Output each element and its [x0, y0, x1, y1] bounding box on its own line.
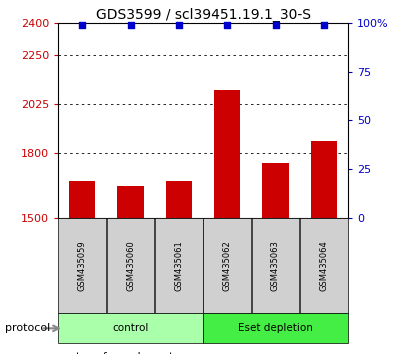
- Bar: [262, 162, 289, 218]
- Point: [176, 22, 182, 28]
- Point: [224, 22, 230, 28]
- Bar: [310, 141, 337, 218]
- Text: protocol: protocol: [5, 323, 50, 333]
- Title: GDS3599 / scl39451.19.1_30-S: GDS3599 / scl39451.19.1_30-S: [96, 8, 310, 22]
- Text: Eset depletion: Eset depletion: [238, 323, 313, 333]
- Text: control: control: [112, 323, 149, 333]
- Text: GSM435064: GSM435064: [319, 240, 328, 291]
- Bar: [204, 313, 348, 343]
- Bar: [214, 90, 240, 218]
- Text: GSM435063: GSM435063: [271, 240, 280, 291]
- Text: GSM435060: GSM435060: [126, 240, 135, 291]
- Text: GSM435061: GSM435061: [174, 240, 183, 291]
- Bar: [204, 218, 251, 313]
- Bar: [58, 313, 202, 343]
- Point: [321, 22, 327, 28]
- Bar: [117, 186, 144, 218]
- Bar: [300, 218, 348, 313]
- Text: transformed count: transformed count: [76, 352, 174, 354]
- Point: [79, 22, 85, 28]
- Bar: [166, 181, 192, 218]
- Bar: [107, 218, 154, 313]
- Bar: [252, 218, 299, 313]
- Text: GSM435062: GSM435062: [223, 240, 232, 291]
- Bar: [69, 181, 96, 218]
- Point: [272, 22, 279, 28]
- Text: GSM435059: GSM435059: [78, 240, 87, 291]
- Bar: [58, 218, 106, 313]
- Bar: [155, 218, 202, 313]
- Point: [127, 22, 134, 28]
